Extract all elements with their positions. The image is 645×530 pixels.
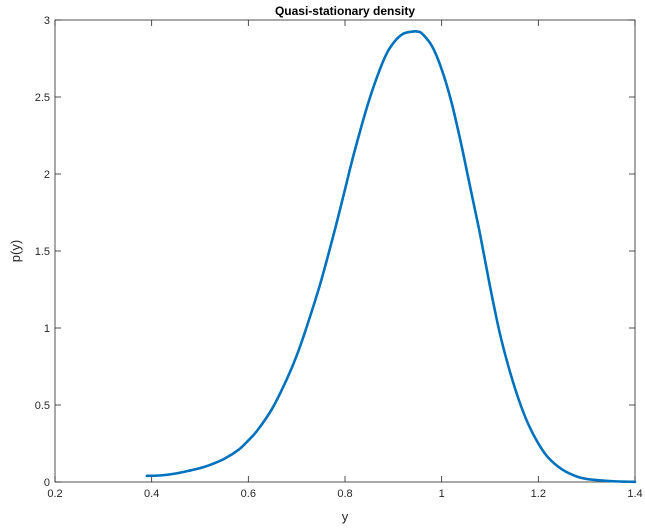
y-tick-label: 0 (44, 477, 50, 489)
plot-area-frame (54, 19, 636, 483)
x-tick-label: 0.2 (47, 488, 62, 500)
x-tick-label: 1.2 (531, 488, 546, 500)
y-tick-labels: 0 0.5 1 1.5 2 2.5 3 (35, 15, 50, 489)
x-tick-label: 0.8 (337, 488, 352, 500)
y-tick-label: 0.5 (35, 400, 50, 412)
y-axis-label: p(y) (8, 240, 23, 262)
x-tick-label: 0.4 (144, 488, 159, 500)
x-tick-labels: 0.2 0.4 0.6 0.8 1 1.2 1.4 (47, 488, 642, 500)
chart-title: Quasi-stationary density (275, 4, 415, 18)
x-tick-label: 1.4 (627, 488, 642, 500)
y-tick-label: 1 (44, 323, 50, 335)
y-tick-label: 2.5 (35, 92, 50, 104)
x-axis-label: y (342, 509, 349, 524)
y-tick-label: 3 (44, 15, 50, 27)
axis-ticks (54, 19, 636, 483)
y-tick-label: 2 (44, 169, 50, 181)
x-tick-label: 0.6 (241, 488, 256, 500)
density-curve (145, 29, 637, 484)
x-tick-label: 1 (439, 488, 445, 500)
y-tick-label: 1.5 (35, 246, 50, 258)
